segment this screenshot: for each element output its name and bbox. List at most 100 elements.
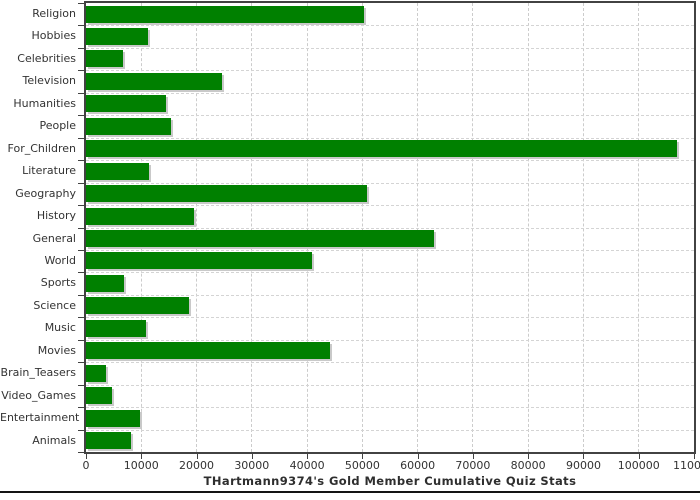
x-axis-tick-label: 110000	[673, 459, 700, 472]
y-axis-category-label: Science	[33, 298, 76, 312]
bar-hobbies	[86, 28, 148, 45]
y-axis-tick	[78, 340, 86, 341]
y-axis-category-label: Music	[44, 321, 76, 335]
bar-science	[86, 297, 189, 314]
y-axis-tick	[78, 138, 86, 139]
bar-sports	[86, 275, 124, 292]
window-bottom-border	[0, 491, 700, 493]
x-axis-tick	[196, 454, 198, 459]
x-axis-tick-label: 70000	[455, 459, 491, 472]
y-axis-category-label: History	[36, 209, 76, 223]
y-axis-tick	[78, 430, 86, 431]
x-axis-tick-label: 80000	[510, 459, 546, 472]
y-axis-category-label: Brain_Teasers	[0, 366, 76, 380]
x-axis-tick-label: 50000	[344, 459, 380, 472]
y-axis-tick	[78, 317, 86, 318]
horizontal-gridline	[86, 250, 694, 251]
horizontal-gridline	[86, 138, 694, 139]
horizontal-gridline	[86, 25, 694, 26]
horizontal-gridline	[86, 317, 694, 318]
x-axis-tick	[307, 454, 309, 459]
chart-title: THartmann9374's Gold Member Cumulative Q…	[203, 474, 577, 488]
y-axis-category-label: Celebrities	[17, 51, 76, 65]
vertical-gridline	[306, 3, 308, 452]
y-axis-category-label: Literature	[22, 164, 76, 178]
horizontal-gridline	[86, 183, 694, 184]
y-axis-category-label: People	[39, 119, 76, 133]
plot-area	[84, 1, 696, 454]
horizontal-gridline	[86, 295, 694, 296]
x-axis-tick	[86, 454, 87, 459]
y-axis-category-label: Humanities	[13, 96, 76, 110]
y-axis-tick	[78, 70, 86, 71]
vertical-gridline	[527, 3, 529, 452]
y-axis-tick	[78, 48, 86, 49]
horizontal-gridline	[86, 93, 694, 94]
x-axis-tick	[472, 454, 474, 459]
horizontal-gridline	[86, 407, 694, 408]
vertical-gridline	[638, 3, 640, 452]
bar-people	[86, 118, 171, 135]
y-axis-tick	[78, 272, 86, 273]
vertical-gridline	[196, 3, 198, 452]
x-axis-tick	[251, 454, 253, 459]
x-axis-tick	[694, 454, 695, 459]
horizontal-gridline	[86, 48, 694, 49]
x-axis-tick-label: 0	[82, 459, 90, 472]
bar-literature	[86, 163, 149, 180]
x-axis-tick-label: 40000	[289, 459, 325, 472]
bar-brain_teasers	[86, 365, 106, 382]
vertical-gridline	[140, 3, 142, 452]
bar-geography	[86, 185, 367, 202]
horizontal-gridline	[86, 385, 694, 386]
x-axis-tick	[141, 454, 143, 459]
y-axis-category-label: World	[44, 253, 76, 267]
y-axis-tick	[78, 205, 86, 206]
y-axis-tick	[78, 295, 86, 296]
bar-television	[86, 73, 222, 90]
y-axis-category-label: Geography	[15, 186, 76, 200]
horizontal-gridline	[86, 340, 694, 341]
y-axis-tick	[78, 160, 86, 161]
horizontal-gridline	[86, 272, 694, 273]
horizontal-gridline	[86, 115, 694, 116]
y-axis-tick	[78, 228, 86, 229]
x-axis-tick-label: 100000	[617, 459, 660, 472]
y-axis-tick	[78, 115, 86, 116]
bar-entertainment	[86, 410, 140, 427]
x-axis-tick	[362, 454, 364, 459]
y-axis-category-label: Entertainment	[0, 411, 80, 425]
y-axis-category-labels: Religion Hobbies Celebrities Television Huma…	[0, 3, 80, 452]
bar-animals	[86, 432, 131, 449]
y-axis-tick	[78, 452, 86, 453]
x-axis-tick-label: 90000	[565, 459, 601, 472]
x-axis-tick-label: 10000	[123, 459, 159, 472]
y-axis-category-label: Sports	[40, 276, 76, 290]
vertical-gridline	[472, 3, 474, 452]
bar-video_games	[86, 387, 112, 404]
horizontal-gridline	[86, 430, 694, 431]
y-axis-tick	[78, 407, 86, 408]
vertical-gridline	[582, 3, 584, 452]
y-axis-category-label: Television	[22, 74, 77, 88]
bar-music	[86, 320, 146, 337]
bar-religion	[86, 6, 364, 23]
y-axis-category-label: Animals	[32, 433, 76, 447]
y-axis-tick	[78, 385, 86, 386]
y-axis-category-label: For_Children	[7, 141, 76, 155]
y-axis-tick	[78, 25, 86, 26]
x-axis-tick	[638, 454, 640, 459]
bar-celebrities	[86, 50, 123, 67]
vertical-gridline	[251, 3, 253, 452]
x-axis-tick	[417, 454, 419, 459]
bar-for_children	[86, 140, 677, 157]
horizontal-gridline	[86, 70, 694, 71]
y-axis-tick	[78, 93, 86, 94]
y-axis-tick	[78, 250, 86, 251]
bar-general	[86, 230, 434, 247]
bar-movies	[86, 342, 330, 359]
y-axis-category-label: Religion	[32, 7, 76, 20]
bar-world	[86, 252, 312, 269]
horizontal-gridline	[86, 228, 694, 229]
y-axis-tick	[78, 3, 86, 4]
